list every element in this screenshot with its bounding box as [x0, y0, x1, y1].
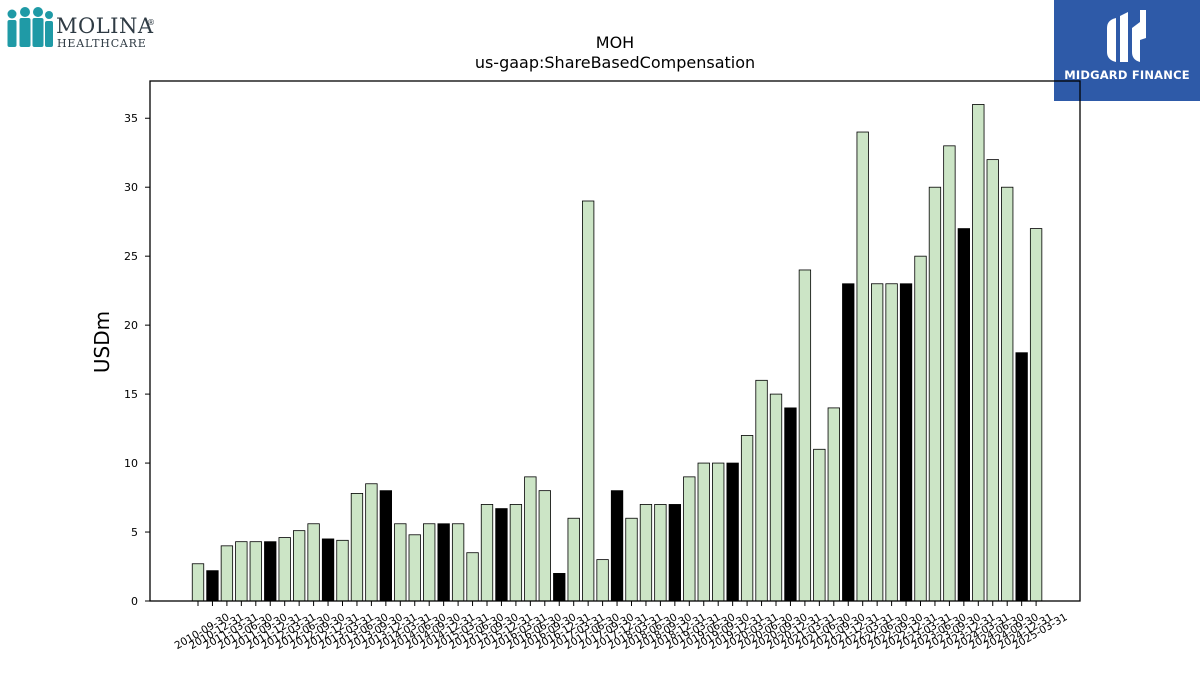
bar-2011-12-31	[264, 541, 277, 602]
bar-2015-06-30	[466, 552, 479, 602]
bar-2022-12-31	[899, 283, 913, 602]
bar-2022-06-30	[871, 283, 884, 602]
y-tick-label: 30	[124, 181, 138, 194]
bar-2014-03-31	[394, 523, 407, 602]
bar-2015-03-31	[451, 523, 465, 602]
bar-2010-12-31	[206, 570, 219, 602]
bar-2012-06-30	[292, 530, 306, 602]
bar-2014-12-31	[437, 523, 450, 602]
midgard-emblem-icon	[1107, 10, 1146, 62]
bar-2011-09-30	[249, 541, 262, 602]
bar-2019-03-31	[683, 476, 696, 602]
midgard-wordmark: MIDGARD FINANCE	[1064, 68, 1190, 82]
y-tick-label: 10	[124, 457, 138, 470]
healthcare-wordmark: HEALTHCARE	[57, 37, 147, 50]
y-tick-label: 5	[131, 526, 138, 539]
bar-2020-03-31	[740, 435, 754, 602]
bar-2023-03-31	[914, 255, 927, 602]
bar-2018-12-31	[668, 504, 681, 602]
molina-wordmark: MOLINA	[56, 14, 154, 38]
bar-2022-09-30	[885, 283, 898, 602]
bar-2016-03-31	[509, 504, 523, 602]
bar-2013-12-31	[379, 490, 393, 602]
bar-2021-09-30	[827, 407, 840, 602]
bar-2024-12-31	[1015, 352, 1028, 602]
bar-2017-09-30	[596, 559, 609, 602]
molina-healthcare-logo: MOLINA ® HEALTHCARE	[6, 6, 156, 52]
y-tick-label: 15	[124, 388, 138, 401]
bar-2015-12-31	[495, 508, 508, 602]
bar-2012-03-31	[278, 537, 291, 602]
bar-2014-06-30	[408, 534, 421, 602]
bar-2019-06-30	[697, 462, 710, 602]
bar-2024-03-31	[972, 104, 985, 602]
y-tick-label: 20	[124, 319, 138, 332]
bar-2020-09-30	[769, 393, 783, 602]
bar-2013-09-30	[365, 483, 378, 602]
bar-2013-06-30	[350, 493, 364, 602]
bar-2019-12-31	[726, 462, 739, 602]
bar-2018-03-31	[625, 517, 638, 602]
bar-series	[191, 104, 1043, 602]
bar-2011-06-30	[235, 541, 248, 602]
bar-2020-06-30	[755, 379, 768, 602]
bar-2011-03-31	[220, 545, 234, 602]
bar-2021-06-30	[813, 448, 826, 602]
x-axis-ticks: 2010-09-302010-12-312011-03-312011-06-30…	[173, 601, 1070, 652]
bar-2024-09-30	[1001, 186, 1014, 602]
bar-2017-06-30	[582, 200, 595, 602]
y-tick-label: 0	[131, 595, 138, 608]
bar-2023-09-30	[943, 145, 956, 602]
bar-2016-12-31	[553, 573, 566, 602]
bar-2021-12-31	[842, 283, 855, 602]
y-tick-label: 35	[124, 112, 138, 125]
midgard-finance-logo: MIDGARD FINANCE	[1054, 0, 1200, 101]
bar-2018-06-30	[639, 504, 653, 602]
bar-2010-09-30	[191, 563, 205, 602]
bar-2016-09-30	[538, 490, 551, 602]
bar-2012-12-31	[321, 538, 335, 602]
bar-2022-03-31	[856, 131, 869, 602]
bar-2013-03-31	[336, 539, 349, 602]
bar-2024-06-30	[986, 159, 999, 602]
bar-2021-03-31	[798, 269, 812, 602]
chart-title: MOH	[596, 33, 634, 52]
bar-2017-03-31	[567, 517, 580, 602]
chart-subtitle: us-gaap:ShareBasedCompensation	[475, 53, 755, 72]
bar-2017-12-31	[610, 490, 624, 602]
bar-2023-06-30	[928, 186, 942, 602]
bar-2019-09-30	[712, 462, 725, 602]
bar-2023-12-31	[957, 228, 970, 602]
plot-area-frame	[149, 80, 1081, 602]
y-axis-ticks: 0 5 10 15 20 25 30 35	[124, 112, 150, 608]
bar-2012-09-30	[307, 523, 320, 602]
bar-2020-12-31	[784, 407, 797, 602]
y-tick-label: 25	[124, 250, 138, 263]
molina-people-icon	[7, 7, 53, 47]
bar-2015-09-30	[480, 504, 494, 602]
registered-mark: ®	[147, 18, 155, 27]
bar-2014-09-30	[423, 523, 436, 602]
bar-2018-09-30	[654, 504, 667, 602]
bar-2016-06-30	[524, 476, 537, 602]
bar-2025-03-31	[1029, 228, 1043, 602]
y-axis-label: USDm	[90, 311, 114, 373]
